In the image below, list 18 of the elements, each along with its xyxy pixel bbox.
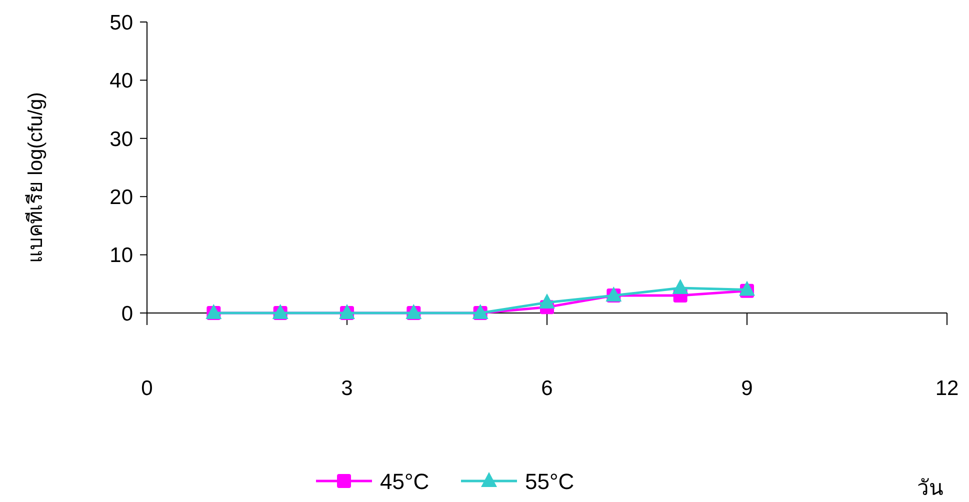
legend-label: 55°C [525, 469, 574, 494]
x-tick-label: 0 [141, 377, 153, 400]
point [739, 280, 755, 296]
x-tick-label: 12 [935, 377, 959, 400]
y-tick-label: 40 [110, 70, 133, 93]
x-tick-label: 3 [341, 377, 353, 400]
x-axis-title: วัน [917, 477, 943, 500]
y-tick-label: 10 [110, 244, 133, 268]
point [672, 278, 688, 294]
point [539, 294, 555, 309]
y-axis-title: แบคทีเรีย log(cfu/g) [25, 92, 47, 263]
y-tick-label: 30 [110, 128, 133, 151]
legend-label: 45°C [380, 469, 430, 494]
y-tick-label: 20 [110, 186, 133, 209]
y-tick-label: 50 [110, 11, 133, 34]
x-tick-label: 9 [741, 377, 753, 400]
y-tick-label: 0 [121, 302, 133, 326]
x-tick-label: 6 [541, 377, 553, 400]
